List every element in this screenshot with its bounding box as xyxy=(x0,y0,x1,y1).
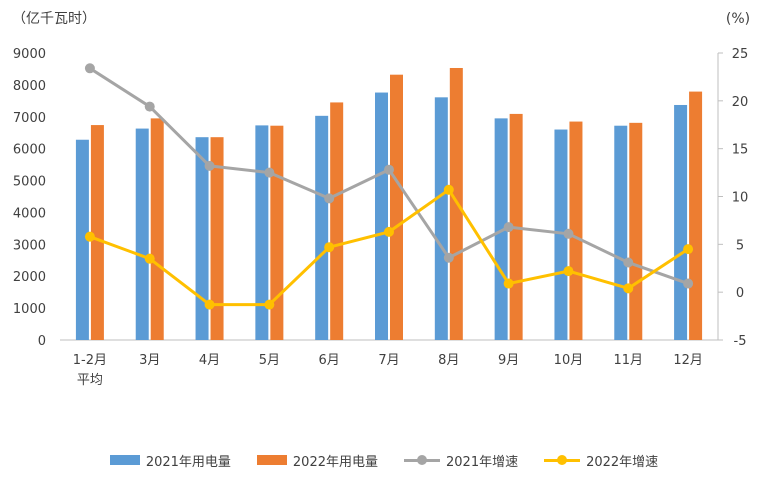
point-2021-growth xyxy=(84,63,95,74)
left-axis-ticks: 0 1000 2000 3000 4000 5000 6000 7000 8000 9000 xyxy=(13,47,46,349)
x-tick-label: 1-2月 xyxy=(73,353,107,368)
bar-2022-consumption xyxy=(90,125,104,341)
legend-item-2021-growth: 2021年增速 xyxy=(404,451,518,470)
x-tick-label: 5月 xyxy=(259,353,280,368)
point-2022-growth xyxy=(563,266,574,277)
bar-2021-consumption xyxy=(315,115,329,341)
x-tick-label: 8月 xyxy=(438,353,459,368)
bar-2021-consumption xyxy=(195,137,209,340)
right-tick-label: 10 xyxy=(732,191,749,206)
legend-label-2021-growth: 2021年增速 xyxy=(446,454,519,470)
point-2022-growth xyxy=(144,253,155,264)
legend-label-2021-consumption: 2021年用电量 xyxy=(145,454,231,470)
bar-2022-consumption xyxy=(150,118,164,340)
bar-2021-consumption xyxy=(614,125,628,340)
bar-2022-consumption xyxy=(330,102,344,340)
left-tick-label: 4000 xyxy=(13,206,46,221)
bar-2022-consumption xyxy=(569,121,583,340)
bar-2021-consumption xyxy=(674,104,688,341)
bar-2022-consumption xyxy=(629,122,643,340)
right-axis-unit: (%) xyxy=(726,11,750,27)
right-tick-label: 20 xyxy=(732,95,749,110)
point-2022-growth xyxy=(384,226,394,237)
legend: 2021年用电量 2022年用电量 2021年增速 2022年增速 xyxy=(0,448,768,472)
point-2021-growth xyxy=(503,222,514,233)
left-tick-label: 9000 xyxy=(13,47,46,62)
point-2022-growth xyxy=(84,231,95,242)
left-tick-label: 0 xyxy=(38,334,46,349)
legend-item-2022-growth: 2022年增速 xyxy=(544,451,658,470)
left-tick-label: 2000 xyxy=(13,270,46,285)
right-tick-label: 25 xyxy=(732,47,749,62)
x-tick-label: 7月 xyxy=(378,353,399,368)
bar-2021-consumption xyxy=(554,129,568,340)
x-tick-label: 4月 xyxy=(199,353,220,368)
x-tick-label: 10月 xyxy=(554,353,584,368)
bar-2022-consumption xyxy=(689,91,703,340)
point-2021-growth xyxy=(264,167,275,178)
x-tick-label: 3月 xyxy=(139,353,160,368)
bar-2021-consumption xyxy=(75,139,89,340)
x-tick-label: 6月 xyxy=(319,353,340,368)
left-axis-unit: （亿千瓦时） xyxy=(12,11,96,27)
point-2022-growth xyxy=(503,278,514,289)
left-tick-label: 5000 xyxy=(13,175,46,190)
legend-swatch-2022-consumption xyxy=(256,455,287,465)
left-tick-label: 3000 xyxy=(13,238,46,253)
x-tick-label: 11月 xyxy=(613,353,643,368)
legend-swatch-2021-consumption xyxy=(109,455,140,465)
bar-2021-consumption xyxy=(375,92,388,340)
point-2022-growth xyxy=(623,283,634,294)
line-series xyxy=(84,63,694,310)
bar-2022-consumption xyxy=(390,74,403,340)
legend-swatch-2021-growth xyxy=(404,454,440,466)
point-2021-growth xyxy=(683,278,694,289)
point-2021-growth xyxy=(384,164,394,175)
left-tick-label: 1000 xyxy=(13,302,46,317)
point-2022-growth xyxy=(324,242,335,253)
x-tick-label: 平均 xyxy=(77,373,103,388)
right-tick-label: -5 xyxy=(734,334,747,349)
bar-2022-consumption xyxy=(210,137,224,340)
left-tick-label: 7000 xyxy=(13,111,46,126)
legend-swatch-2022-growth xyxy=(544,454,581,466)
x-tick-label: 12月 xyxy=(673,353,703,368)
point-2021-growth xyxy=(623,257,634,268)
point-2021-growth xyxy=(563,228,574,239)
right-tick-label: 5 xyxy=(736,238,744,253)
legend-item-2022-consumption: 2022年用电量 xyxy=(256,451,378,470)
right-tick-label: 0 xyxy=(736,286,744,301)
point-2022-growth xyxy=(683,244,694,255)
legend-label-2022-consumption: 2022年用电量 xyxy=(292,454,378,470)
bar-series xyxy=(75,67,703,341)
point-2022-growth xyxy=(264,299,275,310)
line-2021-growth xyxy=(89,67,689,285)
bar-2021-consumption xyxy=(135,128,149,340)
bar-2022-consumption xyxy=(270,125,284,340)
point-2021-growth xyxy=(443,252,454,263)
point-2022-growth xyxy=(204,299,215,310)
point-2021-growth xyxy=(204,160,215,171)
point-2021-growth xyxy=(324,193,335,204)
point-2022-growth xyxy=(443,184,454,195)
x-tick-label: 9月 xyxy=(498,353,519,368)
right-axis-ticks: -5 0 5 10 15 20 25 xyxy=(718,47,748,349)
point-2021-growth xyxy=(144,101,155,112)
bar-2021-consumption xyxy=(255,125,269,340)
left-tick-label: 8000 xyxy=(13,79,46,94)
left-tick-label: 6000 xyxy=(13,143,46,158)
legend-label-2022-growth: 2022年增速 xyxy=(586,454,659,470)
bar-2021-consumption xyxy=(434,97,448,340)
legend-item-2021-consumption: 2021年用电量 xyxy=(109,451,231,470)
right-tick-label: 15 xyxy=(732,143,749,158)
